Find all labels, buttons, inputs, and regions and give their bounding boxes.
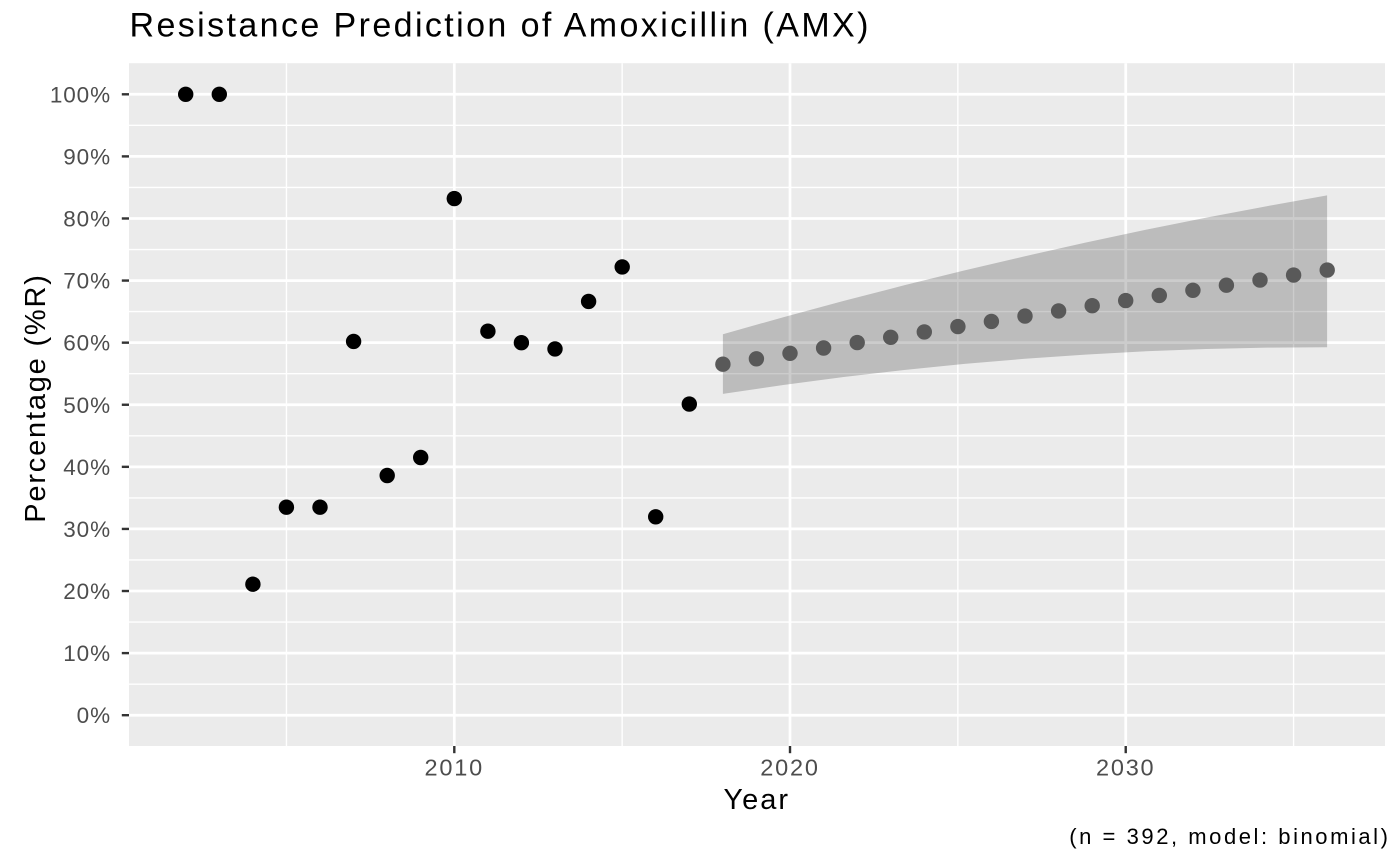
svg-text:20%: 20% <box>63 579 111 604</box>
svg-text:80%: 80% <box>63 207 111 232</box>
svg-text:Resistance Prediction of Amoxi: Resistance Prediction of Amoxicillin (AM… <box>130 7 871 45</box>
svg-text:Percentage (%R): Percentage (%R) <box>20 273 52 522</box>
svg-text:70%: 70% <box>63 269 111 294</box>
svg-text:2010: 2010 <box>425 755 484 781</box>
svg-text:2030: 2030 <box>1096 755 1155 781</box>
svg-text:50%: 50% <box>63 393 111 418</box>
svg-text:Year: Year <box>723 784 790 816</box>
svg-text:10%: 10% <box>63 641 111 666</box>
svg-text:0%: 0% <box>77 703 111 728</box>
svg-text:30%: 30% <box>63 517 111 542</box>
svg-text:(n = 392, model: binomial): (n = 392, model: binomial) <box>1069 824 1390 849</box>
svg-text:40%: 40% <box>63 455 111 480</box>
svg-text:100%: 100% <box>50 82 111 107</box>
svg-text:90%: 90% <box>63 144 111 169</box>
svg-text:60%: 60% <box>63 331 111 356</box>
svg-text:2020: 2020 <box>760 755 819 781</box>
